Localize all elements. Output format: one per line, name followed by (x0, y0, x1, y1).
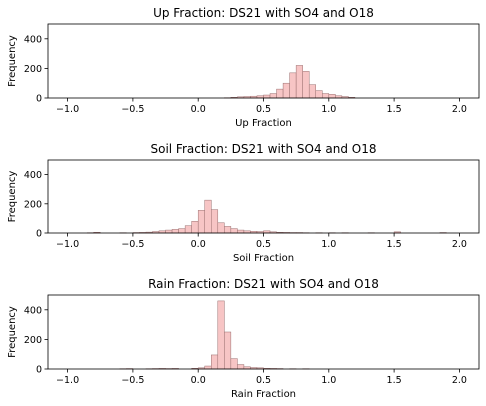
x-tick-label: −1.0 (56, 375, 79, 386)
axes-frame (47, 294, 480, 370)
histogram-bar (211, 354, 219, 370)
x-tick-label: 1.0 (321, 104, 336, 115)
y-axis-label: Frequency (7, 306, 18, 358)
histogram-bar (308, 84, 316, 99)
x-tick-label: −0.5 (121, 375, 144, 386)
histogram-bar (204, 365, 212, 370)
x-tick-label: −1.0 (56, 104, 79, 115)
histogram-bar (217, 222, 225, 234)
histogram-bar (263, 94, 271, 99)
histogram-panel: −1.0 −0.5 0.0 0.5 1.0 1.5 2.0 0 200 400 Rain Fract… (7, 277, 480, 400)
histogram-bar (171, 229, 179, 234)
chart-title: Up Fraction: DS21 with SO4 and O18 (153, 6, 374, 20)
histogram-bar (237, 364, 245, 370)
histogram-bar (211, 209, 219, 234)
x-tick-label: 0.5 (256, 104, 271, 115)
x-tick-label: −0.5 (121, 239, 144, 250)
x-tick-label: 1.5 (387, 239, 402, 250)
histogram-bar (217, 300, 225, 370)
x-tick-label: 0.5 (256, 239, 271, 250)
x-tick-label: 0.5 (256, 375, 271, 386)
histogram-bar (289, 72, 297, 99)
x-axis-label: Rain Fraction (231, 389, 296, 400)
histogram-bar (230, 358, 238, 370)
y-tick-label: 0 (36, 94, 42, 105)
histogram-bar (184, 225, 192, 234)
y-axis-label: Frequency (7, 35, 18, 87)
histogram-bar (191, 221, 199, 234)
histogram-panel: −1.0 −0.5 0.0 0.5 1.0 1.5 2.0 0 200 400 Soil Fract… (7, 142, 480, 264)
x-tick-label: 2.0 (452, 375, 467, 386)
chart-title: Rain Fraction: DS21 with SO4 and O18 (148, 277, 379, 291)
histogram-bar (178, 228, 186, 234)
y-tick-label: 400 (24, 170, 42, 181)
histogram-bar (315, 90, 323, 99)
x-tick-label: 2.0 (452, 104, 467, 115)
histogram-bar (230, 228, 238, 234)
histogram-bar (224, 331, 232, 370)
chart-title: Soil Fraction: DS21 with SO4 and O18 (150, 142, 376, 156)
x-tick-label: 0.0 (191, 239, 206, 250)
x-tick-label: 1.0 (321, 375, 336, 386)
axes-frame (47, 159, 480, 234)
x-tick-label: 1.5 (387, 375, 402, 386)
histogram-bar (197, 210, 205, 234)
x-axis-label: Soil Fraction (233, 253, 294, 264)
y-axis-label: Frequency (7, 171, 18, 223)
y-tick-label: 0 (36, 229, 42, 240)
histogram-bar (322, 93, 330, 99)
x-tick-label: −1.0 (56, 239, 79, 250)
y-tick-label: 200 (24, 64, 42, 75)
histogram-bar (276, 88, 284, 99)
y-tick-label: 200 (24, 335, 42, 346)
histogram-bar (282, 82, 290, 99)
histogram-bar (295, 65, 303, 99)
x-tick-label: 0.0 (191, 104, 206, 115)
axes-frame (47, 23, 480, 99)
histogram-bar (328, 94, 336, 99)
histogram-bar (165, 229, 173, 234)
x-axis-label: Up Fraction (235, 118, 292, 129)
y-tick-label: 400 (24, 34, 42, 45)
x-tick-label: 2.0 (452, 239, 467, 250)
x-tick-label: −0.5 (121, 104, 144, 115)
x-tick-label: 1.5 (387, 104, 402, 115)
histogram-bar (269, 93, 277, 99)
histogram-bar (224, 226, 232, 234)
x-tick-label: 1.0 (321, 239, 336, 250)
histogram-bar (302, 71, 310, 99)
y-tick-label: 400 (24, 305, 42, 316)
x-tick-label: 0.0 (191, 375, 206, 386)
histogram-panel: −1.0 −0.5 0.0 0.5 1.0 1.5 2.0 0 200 400 Up Fractio… (7, 6, 480, 129)
y-tick-label: 200 (24, 199, 42, 210)
histogram-bar (204, 199, 212, 234)
y-tick-label: 0 (36, 365, 42, 376)
histogram-bar (237, 229, 245, 234)
